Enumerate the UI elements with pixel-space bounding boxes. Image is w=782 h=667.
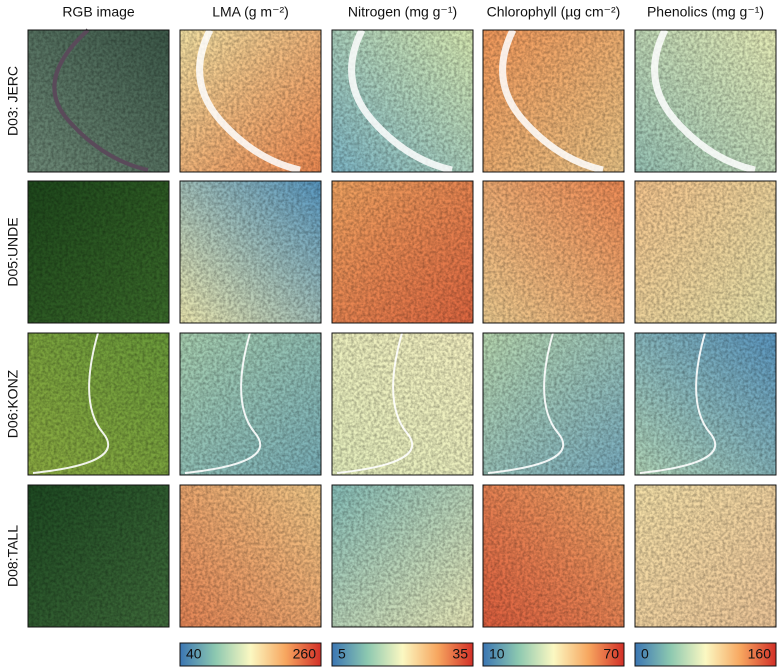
panel-texture — [483, 181, 624, 323]
map-panel — [27, 180, 170, 324]
panel-texture — [635, 181, 776, 323]
map-panel — [634, 484, 777, 628]
colorbar-min-label: 0 — [641, 646, 649, 662]
panel-border — [179, 332, 322, 476]
panel-border — [179, 180, 322, 324]
panel-texture — [332, 333, 473, 475]
panel-texture — [635, 333, 776, 475]
panel-border — [634, 332, 777, 476]
panel-border — [179, 484, 322, 628]
panel-border — [482, 332, 625, 476]
map-panel — [179, 28, 322, 174]
map-panel — [179, 332, 322, 476]
panel-border — [27, 180, 170, 324]
panel-texture — [180, 333, 321, 475]
map-panel — [482, 332, 625, 476]
map-panel — [634, 332, 777, 476]
panel-border — [482, 29, 625, 173]
panel-border — [482, 484, 625, 628]
map-panel — [482, 180, 625, 324]
colorbar-max-label: 260 — [293, 646, 317, 662]
panel-texture — [332, 485, 473, 627]
road — [32, 332, 110, 474]
map-panel — [634, 180, 777, 324]
colorbar-max-label: 35 — [452, 646, 468, 662]
road — [639, 332, 717, 474]
panel-texture — [28, 181, 169, 323]
colorbar — [179, 642, 322, 667]
panel-border — [27, 332, 170, 476]
panel-texture — [635, 485, 776, 627]
panel-border — [331, 332, 474, 476]
map-panel — [634, 28, 777, 174]
road — [336, 332, 414, 474]
panel-texture — [483, 485, 624, 627]
map-panel — [331, 484, 474, 628]
panel-texture — [28, 30, 169, 172]
row-label: D03: JERC — [5, 66, 21, 136]
map-panel — [179, 180, 322, 324]
row-label: D08:TALL — [5, 525, 21, 587]
panel-texture — [28, 485, 169, 627]
panel-border — [27, 484, 170, 628]
panel-texture — [28, 333, 169, 475]
panel-border — [482, 180, 625, 324]
panel-texture — [180, 485, 321, 627]
panel-border — [331, 29, 474, 173]
column-header: Nitrogen (mg g⁻¹) — [348, 4, 457, 20]
river — [651, 28, 756, 174]
colorbar-min-label: 10 — [489, 646, 505, 662]
map-panel — [27, 484, 170, 628]
colorbar-min-label: 5 — [338, 646, 346, 662]
panel-border — [179, 29, 322, 173]
map-panel — [482, 484, 625, 628]
panel-border — [634, 180, 777, 324]
river — [196, 28, 301, 174]
colorbar — [331, 642, 474, 667]
panel-border — [331, 484, 474, 628]
map-panel — [331, 180, 474, 324]
panel-texture — [332, 181, 473, 323]
map-panel — [179, 484, 322, 628]
panel-border — [634, 29, 777, 173]
column-header: RGB image — [62, 4, 135, 20]
column-header: Chlorophyll (µg cm⁻²) — [487, 4, 621, 20]
column-header: Phenolics (mg g⁻¹) — [647, 4, 764, 20]
panel-texture — [180, 181, 321, 323]
panel-border — [27, 29, 170, 173]
map-panel — [27, 332, 170, 476]
map-panel — [482, 28, 625, 174]
colorbar-max-label: 160 — [748, 646, 772, 662]
river — [348, 28, 453, 174]
row-label: D05:UNDE — [5, 217, 21, 286]
road — [184, 332, 262, 474]
map-panel — [331, 28, 474, 174]
road — [487, 332, 565, 474]
panel-border — [331, 180, 474, 324]
river — [52, 28, 149, 172]
row-label: D06:KONZ — [5, 369, 21, 438]
panel-border — [634, 484, 777, 628]
colorbar-min-label: 40 — [186, 646, 202, 662]
colorbar — [482, 642, 625, 667]
colorbar-max-label: 70 — [603, 646, 619, 662]
river — [499, 28, 604, 174]
panel-texture — [483, 333, 624, 475]
colorbar — [634, 642, 777, 667]
map-panel — [331, 332, 474, 476]
column-header: LMA (g m⁻²) — [212, 4, 289, 20]
map-panel — [27, 28, 170, 173]
